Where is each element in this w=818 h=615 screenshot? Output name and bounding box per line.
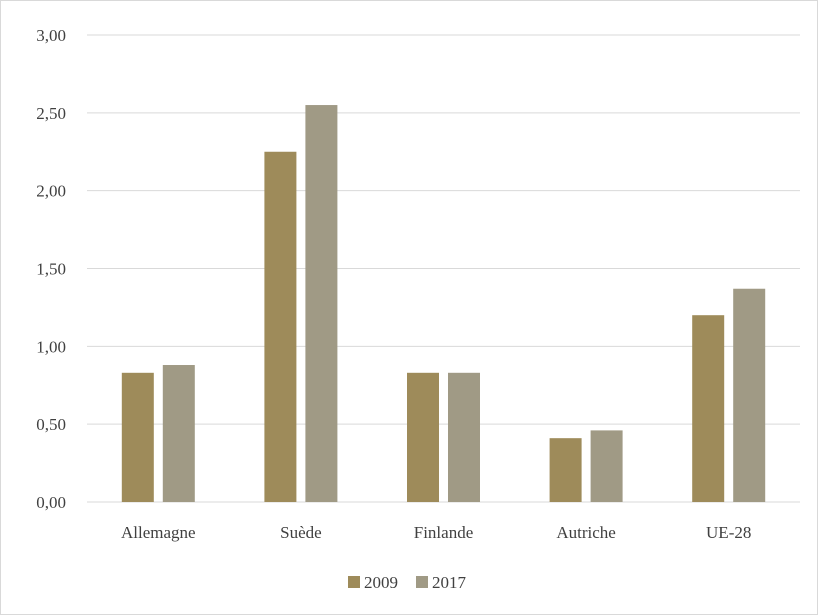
legend-label-2009: 2009 bbox=[364, 573, 398, 592]
bar-2017-4 bbox=[733, 288, 766, 502]
y-tick-label: 1,50 bbox=[36, 260, 66, 279]
bar-2009-3 bbox=[549, 438, 582, 502]
bar-2017-0 bbox=[162, 365, 195, 502]
bar-2009-0 bbox=[121, 372, 154, 502]
bar-2009-1 bbox=[264, 151, 297, 502]
y-tick-label: 2,50 bbox=[36, 104, 66, 123]
y-tick-label: 2,00 bbox=[36, 182, 66, 201]
bar-2017-3 bbox=[590, 430, 623, 502]
legend-swatch-2009 bbox=[348, 576, 360, 588]
bar-2017-2 bbox=[448, 372, 480, 502]
x-tick-label: Allemagne bbox=[121, 523, 196, 542]
legend-label-2017: 2017 bbox=[432, 573, 467, 592]
x-tick-label: UE-28 bbox=[706, 523, 751, 542]
y-tick-label: 0,50 bbox=[36, 415, 66, 434]
x-tick-label: Suède bbox=[280, 523, 322, 542]
x-tick-label: Autriche bbox=[556, 523, 615, 542]
bar-2009-4 bbox=[692, 315, 725, 502]
bar-2009-2 bbox=[407, 372, 439, 502]
bar-2017-1 bbox=[305, 105, 338, 503]
y-tick-label: 0,00 bbox=[36, 493, 66, 512]
legend-swatch-2017 bbox=[416, 576, 428, 588]
y-tick-label: 3,00 bbox=[36, 26, 66, 45]
y-tick-label: 1,00 bbox=[36, 337, 66, 356]
x-tick-label: Finlande bbox=[414, 523, 474, 542]
